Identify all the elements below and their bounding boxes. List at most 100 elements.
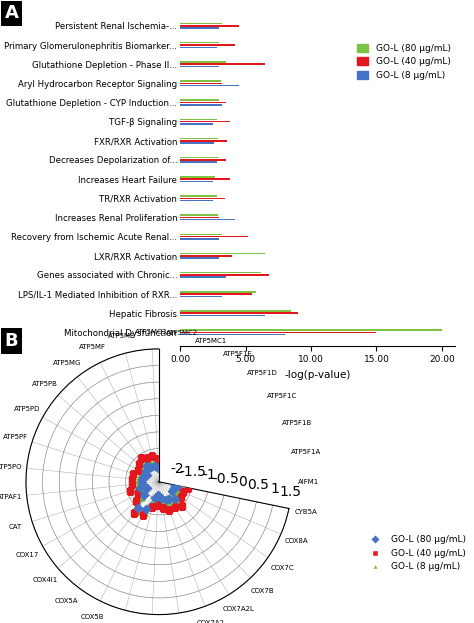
Point	[139, 510, 146, 520]
Bar	[180, 85, 239, 87]
Point	[141, 459, 148, 468]
Bar	[180, 47, 217, 48]
Point	[172, 488, 179, 498]
Point	[135, 475, 143, 485]
Bar	[180, 236, 248, 237]
Point	[169, 467, 176, 477]
Text: A: A	[5, 4, 18, 22]
Bar	[180, 118, 217, 120]
Point	[180, 487, 187, 497]
Point	[165, 449, 173, 459]
Point	[132, 497, 140, 506]
Point	[143, 453, 151, 463]
Point	[171, 502, 178, 512]
Point	[173, 469, 181, 479]
Point	[140, 490, 147, 500]
Point	[130, 468, 137, 478]
Point	[159, 503, 167, 513]
Point	[173, 449, 180, 459]
Bar	[180, 27, 219, 29]
Point	[146, 459, 154, 469]
Bar	[180, 217, 219, 218]
Bar	[180, 255, 232, 257]
Bar	[180, 181, 213, 182]
Bar	[180, 142, 214, 144]
Point	[171, 473, 179, 483]
Bar	[180, 104, 222, 105]
Point	[135, 479, 143, 489]
Bar	[180, 330, 442, 331]
Point	[178, 453, 185, 463]
Bar	[180, 253, 265, 254]
Point	[167, 497, 175, 506]
Point	[133, 506, 140, 516]
Point	[140, 468, 148, 478]
Point	[184, 483, 192, 493]
Point	[171, 493, 179, 503]
Point	[163, 498, 171, 508]
Point	[178, 501, 185, 511]
Bar	[180, 100, 219, 101]
Bar	[180, 197, 225, 199]
Point	[142, 503, 149, 513]
Point	[139, 472, 147, 482]
Bar	[180, 102, 226, 103]
Bar	[180, 277, 226, 278]
Point	[148, 503, 156, 513]
Bar	[180, 274, 269, 275]
Point	[135, 465, 142, 475]
Point	[128, 480, 136, 490]
Bar	[180, 331, 376, 333]
Text: B: B	[5, 332, 18, 350]
Point	[162, 458, 170, 468]
Point	[140, 506, 148, 516]
Point	[157, 493, 165, 503]
Bar	[180, 178, 230, 180]
Bar	[180, 195, 217, 197]
Point	[157, 460, 165, 470]
Point	[138, 478, 146, 488]
Point	[168, 477, 176, 487]
Point	[151, 460, 158, 470]
Bar	[180, 83, 222, 84]
Point	[158, 497, 165, 506]
Bar	[180, 23, 222, 24]
Point	[127, 486, 134, 496]
Point	[177, 492, 184, 502]
Legend: GO-L (80 μg/mL), GO-L (40 μg/mL), GO-L (8 μg/mL): GO-L (80 μg/mL), GO-L (40 μg/mL), GO-L (…	[357, 44, 450, 80]
Bar	[180, 219, 235, 221]
Point	[170, 483, 178, 493]
Point	[136, 483, 144, 493]
Point	[150, 457, 157, 467]
Point	[169, 454, 177, 464]
Point	[140, 485, 148, 495]
Point	[167, 457, 175, 467]
Point	[155, 464, 162, 473]
X-axis label: -log(p-value): -log(p-value)	[284, 370, 351, 380]
Point	[159, 450, 167, 460]
Bar	[180, 334, 285, 335]
Point	[181, 472, 189, 482]
Point	[154, 493, 162, 503]
Point	[173, 496, 181, 506]
Bar	[180, 293, 252, 295]
Bar	[180, 157, 219, 158]
Point	[143, 461, 150, 471]
Point	[148, 451, 156, 461]
Point	[144, 483, 151, 493]
Point	[169, 486, 176, 496]
Point	[177, 462, 184, 472]
Point	[166, 465, 174, 475]
Bar	[180, 312, 298, 314]
Point	[154, 500, 162, 510]
Bar	[180, 214, 218, 216]
Point	[173, 485, 181, 495]
Point	[169, 467, 176, 477]
Bar	[180, 234, 222, 235]
Legend: GO-L (80 μg/mL), GO-L (40 μg/mL), GO-L (8 μg/mL): GO-L (80 μg/mL), GO-L (40 μg/mL), GO-L (…	[362, 531, 469, 575]
Point	[154, 460, 162, 470]
Point	[174, 481, 182, 491]
Point	[155, 490, 162, 500]
Point	[176, 468, 184, 478]
Point	[138, 475, 146, 485]
